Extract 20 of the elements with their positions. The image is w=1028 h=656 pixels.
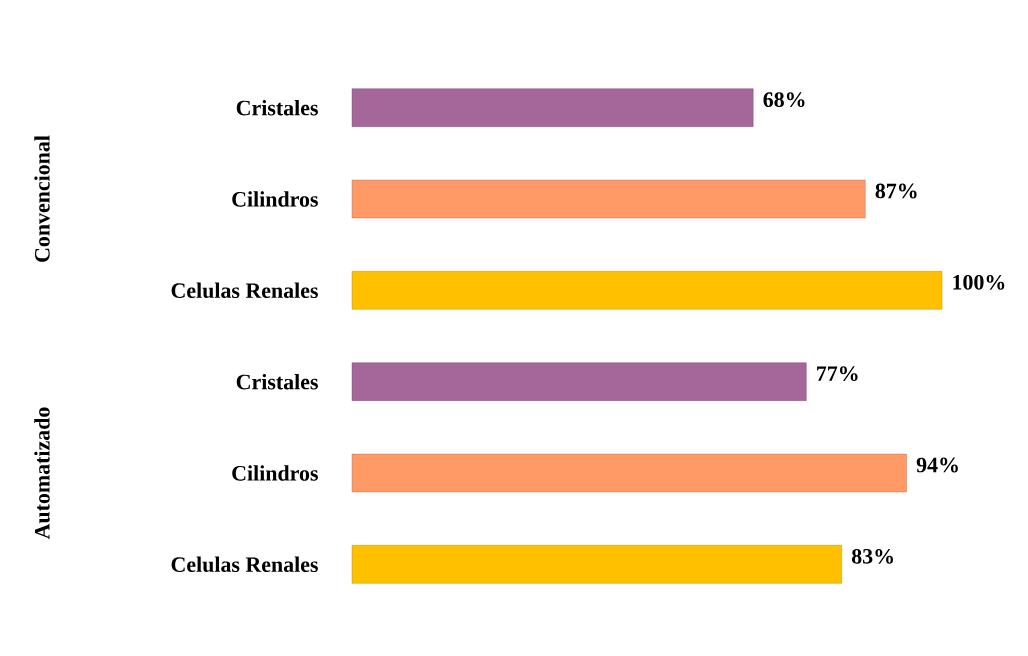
data-label: 68% xyxy=(763,92,805,108)
data-label: 87% xyxy=(875,183,917,199)
bar xyxy=(351,271,943,310)
y-tick-label: Cilindros xyxy=(232,191,318,207)
data-label: 77% xyxy=(817,366,858,382)
bar xyxy=(351,453,907,493)
data-label: 100% xyxy=(953,274,1005,290)
y-tick-label: Celulas Renales xyxy=(171,282,318,299)
y-tick-label: Cilindros xyxy=(232,465,318,481)
y-tick-label: Cristales xyxy=(236,99,318,116)
data-label: 83% xyxy=(851,548,893,564)
text: Automatizado xyxy=(34,407,50,540)
bar xyxy=(351,362,807,401)
bar xyxy=(351,179,866,219)
y-tick-label: Cristales xyxy=(236,373,318,390)
bar xyxy=(351,88,754,127)
data-label: 94% xyxy=(916,457,958,473)
text: Convencional xyxy=(34,135,50,262)
y-tick-label: Celulas Renales xyxy=(171,556,318,573)
bar xyxy=(351,545,842,584)
